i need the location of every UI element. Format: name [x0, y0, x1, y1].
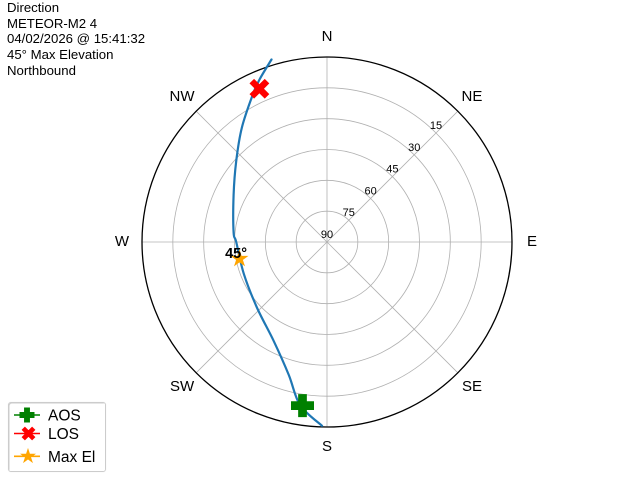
svg-text:AOS: AOS [48, 408, 81, 425]
svg-text:SE: SE [462, 378, 482, 395]
svg-text:60: 60 [364, 185, 376, 197]
svg-text:S: S [322, 438, 332, 455]
svg-text:Max El: Max El [48, 449, 95, 466]
svg-text:30: 30 [408, 142, 420, 154]
svg-text:LOS: LOS [48, 426, 79, 443]
svg-text:90: 90 [321, 229, 333, 241]
svg-text:N: N [322, 28, 333, 45]
svg-text:75: 75 [343, 207, 355, 219]
svg-text:NW: NW [170, 88, 196, 105]
svg-text:45°: 45° [225, 246, 247, 262]
svg-text:NE: NE [462, 88, 483, 105]
svg-text:SW: SW [170, 378, 195, 395]
svg-text:E: E [527, 233, 537, 250]
svg-text:W: W [115, 233, 130, 250]
svg-text:15: 15 [430, 120, 442, 132]
svg-text:45: 45 [386, 164, 398, 176]
